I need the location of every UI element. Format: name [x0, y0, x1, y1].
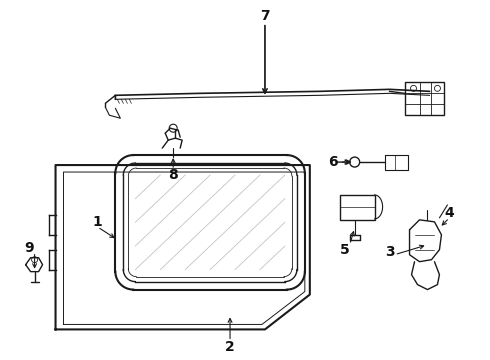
Text: 1: 1: [93, 215, 102, 229]
Text: 7: 7: [260, 9, 270, 23]
Text: 3: 3: [385, 245, 394, 259]
Text: 5: 5: [340, 243, 349, 257]
Text: 2: 2: [225, 340, 235, 354]
Text: 9: 9: [24, 241, 33, 255]
Bar: [340, 195, 375, 220]
Text: 8: 8: [169, 168, 178, 182]
Text: 6: 6: [328, 155, 338, 169]
Text: 4: 4: [444, 206, 454, 220]
Bar: [405, 82, 444, 115]
